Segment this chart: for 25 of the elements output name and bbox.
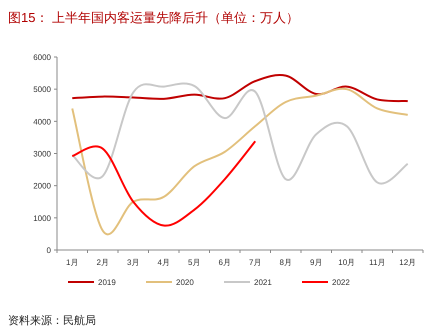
- x-tick-label: 1月: [66, 258, 78, 267]
- legend-label: 2020: [176, 278, 194, 287]
- x-tick-label: 3月: [127, 258, 140, 267]
- y-tick-label: 1000: [33, 214, 52, 223]
- legend-label: 2021: [254, 278, 272, 287]
- legend-label: 2022: [332, 278, 350, 287]
- x-tick-label: 10月: [338, 258, 356, 267]
- x-tick-label: 6月: [218, 258, 231, 267]
- y-tick-label: 3000: [33, 150, 52, 158]
- x-tick-label: 8月: [280, 258, 292, 267]
- y-tick-label: 4000: [33, 117, 52, 126]
- chart-title: 图15： 上半年国内客运量先降后升（单位：万人）: [8, 10, 300, 25]
- text: 资料来源：民航局: [8, 314, 96, 327]
- x-tick-label: 4月: [158, 258, 170, 267]
- y-tick-label: 6000: [33, 53, 52, 62]
- x-tick-label: 5月: [188, 258, 200, 267]
- y-tick-label: 2000: [33, 182, 52, 191]
- x-tick-label: 12月: [399, 258, 416, 267]
- x-tick-label: 9月: [310, 258, 322, 267]
- y-tick-label: 5000: [33, 85, 52, 94]
- legend-label: 2019: [98, 278, 116, 287]
- y-tick-label: 0: [46, 246, 52, 255]
- x-tick-label: 2月: [96, 258, 109, 267]
- x-tick-label: 11月: [369, 258, 386, 267]
- x-tick-label: 7月: [249, 258, 262, 267]
